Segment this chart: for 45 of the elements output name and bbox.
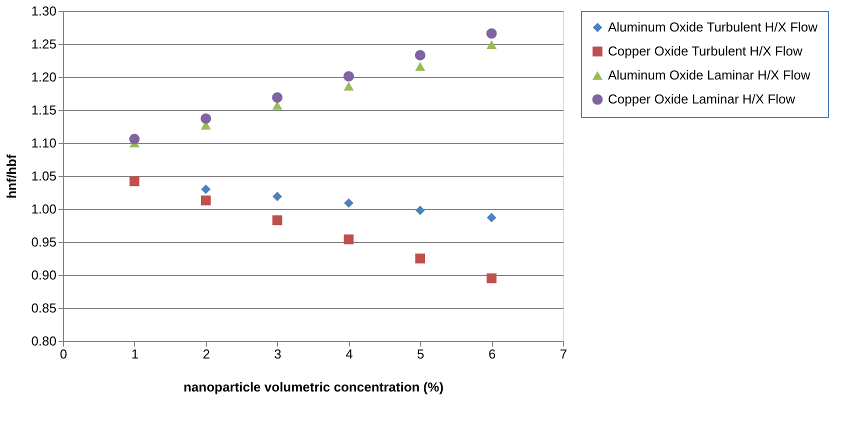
point <box>486 273 496 284</box>
y-tick-label: 1.00 <box>31 202 56 216</box>
y-tick-label: 1.30 <box>31 4 56 18</box>
y-axis-title: hnf/hbf <box>4 154 20 199</box>
x-tick-label: 4 <box>346 346 353 362</box>
point <box>486 40 497 50</box>
x-tick-label: 7 <box>560 346 568 362</box>
x-tick-label: 5 <box>417 346 424 362</box>
point <box>414 50 426 60</box>
y-tick-label: 1.15 <box>31 102 56 118</box>
x-tick-label: 0 <box>60 346 68 362</box>
x-tick-label: 1 <box>131 346 139 362</box>
y-tick-label: 0.80 <box>31 334 56 348</box>
point <box>130 176 140 186</box>
legend-label: Aluminum Oxide Turbulent H/X Flow <box>608 20 818 34</box>
x-tick-label: 3 <box>274 346 282 362</box>
point <box>344 82 354 91</box>
point <box>272 215 282 226</box>
y-tick-label: 1.20 <box>31 70 56 84</box>
point <box>200 196 211 206</box>
legend-label: Copper Oxide Laminar H/X Flow <box>608 92 796 106</box>
point <box>415 206 425 216</box>
y-tick-label: 1.10 <box>31 136 56 150</box>
point <box>272 92 283 103</box>
x-tick-label: 6 <box>488 346 496 362</box>
point <box>344 198 354 208</box>
point <box>201 184 211 194</box>
point <box>343 71 354 82</box>
y-tick-label: 0.90 <box>31 268 56 282</box>
y-tick-label: 0.95 <box>31 234 56 250</box>
point <box>486 28 497 39</box>
point <box>415 254 426 264</box>
y-tick-label: 0.85 <box>31 300 56 316</box>
point <box>272 192 282 202</box>
x-tick-label: 2 <box>202 346 210 362</box>
point <box>415 62 426 71</box>
point <box>129 134 140 144</box>
legend-label: Aluminum Oxide Laminar H/X Flow <box>608 68 811 82</box>
y-tick-label: 1.25 <box>31 36 56 52</box>
point <box>486 212 496 222</box>
point <box>200 113 212 124</box>
point <box>344 234 354 244</box>
y-tick-label: 1.05 <box>31 168 56 184</box>
x-axis-title: nanoparticle volumetric concentration (%) <box>183 380 444 394</box>
legend-label: Copper Oxide Turbulent H/X Flow <box>608 44 803 58</box>
